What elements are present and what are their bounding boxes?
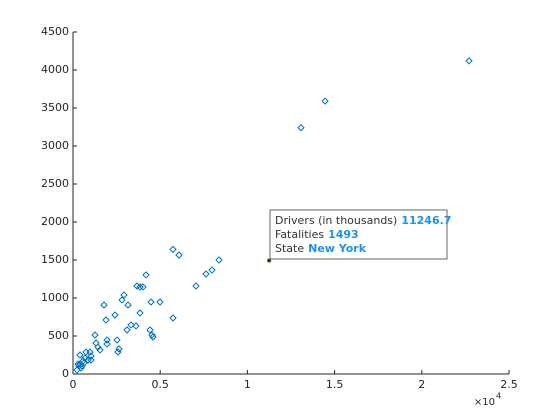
point xyxy=(175,251,183,259)
point xyxy=(103,340,111,348)
x-tick-label: 2.5 xyxy=(500,378,518,391)
data-tip-row: Fatalities 1493 xyxy=(275,228,359,241)
point xyxy=(92,339,100,347)
point xyxy=(156,298,164,306)
x-tick-label: 1 xyxy=(244,378,251,391)
point xyxy=(465,57,473,65)
point xyxy=(192,282,200,290)
point xyxy=(127,321,135,329)
data-tip-value: 1493 xyxy=(328,228,359,241)
point xyxy=(115,345,123,353)
point xyxy=(114,348,122,356)
y-tick-label: 3000 xyxy=(41,139,69,152)
point xyxy=(74,360,82,368)
point xyxy=(215,256,223,264)
point xyxy=(139,283,147,291)
point xyxy=(82,348,90,356)
point xyxy=(146,326,154,334)
data-tip: Drivers (in thousands) 11246.7 Fatalities 1… xyxy=(269,209,451,260)
data-tip-value: 11246.7 xyxy=(401,214,451,227)
point xyxy=(84,356,92,364)
y-tick-label: 4000 xyxy=(41,63,69,76)
data-tip-point xyxy=(267,258,272,263)
data-tip-label: Fatalities xyxy=(275,228,324,241)
y-tick-label: 1500 xyxy=(41,253,69,266)
data-tip-value: New York xyxy=(308,242,367,255)
point xyxy=(147,298,155,306)
point xyxy=(80,359,88,367)
data-tip-row: State New York xyxy=(275,242,367,255)
point xyxy=(136,309,144,317)
point xyxy=(149,333,157,341)
point xyxy=(76,351,84,359)
point xyxy=(77,364,85,372)
point xyxy=(169,245,177,254)
point xyxy=(148,331,156,339)
data-tip-row: Drivers (in thousands) 11246.7 xyxy=(275,214,451,227)
point xyxy=(87,352,95,360)
y-tick-label: 1000 xyxy=(41,291,69,304)
x-tick-label: 0 xyxy=(70,378,77,391)
point xyxy=(169,314,177,322)
point xyxy=(297,124,305,132)
point xyxy=(94,343,102,351)
y-tick-label: 2500 xyxy=(41,177,69,190)
x-multiplier: ×10 xyxy=(474,397,495,408)
point xyxy=(113,336,121,344)
point xyxy=(123,326,131,334)
point xyxy=(202,270,210,278)
point xyxy=(321,97,329,105)
point xyxy=(96,346,104,354)
point xyxy=(91,331,99,339)
y-tick-label: 2000 xyxy=(41,215,69,228)
y-tick-label: 4500 xyxy=(41,25,69,38)
point xyxy=(124,301,132,309)
point xyxy=(103,336,111,344)
x-multiplier-exp: 4 xyxy=(496,392,501,401)
point xyxy=(111,311,119,319)
point xyxy=(136,283,144,291)
point xyxy=(133,282,141,290)
data-tip-box xyxy=(269,209,448,260)
x-tick-label: 2 xyxy=(418,378,425,391)
point xyxy=(132,322,140,330)
x-tick-label: 1.5 xyxy=(326,378,344,391)
point xyxy=(100,301,108,309)
point xyxy=(102,316,110,324)
point xyxy=(78,362,86,370)
point xyxy=(208,266,216,274)
point xyxy=(87,356,95,364)
data-tip-label: State xyxy=(275,242,304,255)
y-tick-label: 3500 xyxy=(41,101,69,114)
y-tick-label: 500 xyxy=(48,329,69,342)
data-tip-label: Drivers (in thousands) xyxy=(275,214,397,227)
point xyxy=(118,296,126,304)
point xyxy=(120,291,128,299)
point xyxy=(142,271,150,279)
y-tick-label: 0 xyxy=(62,367,69,380)
point xyxy=(73,366,81,374)
x-tick-label: 0.5 xyxy=(151,378,169,391)
